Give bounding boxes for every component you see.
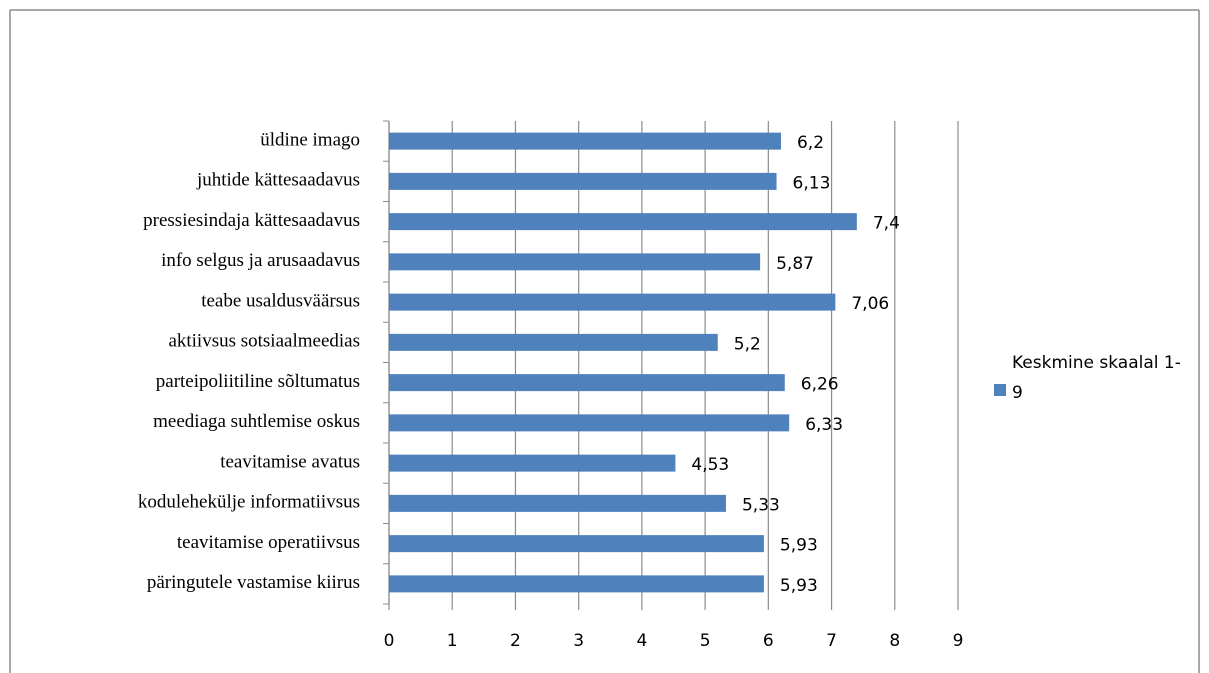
data-label: 4,53 — [691, 455, 729, 475]
bar — [389, 293, 836, 311]
x-tick-label: 7 — [826, 631, 837, 651]
x-tick-label: 9 — [953, 631, 964, 651]
data-label: 6,26 — [801, 375, 839, 395]
y-tick-label: teavitamise avatus — [220, 451, 360, 472]
data-label: 6,2 — [797, 133, 824, 153]
bar — [389, 132, 781, 150]
data-label: 5,87 — [776, 254, 814, 274]
x-tick-label: 0 — [384, 631, 395, 651]
x-tick-label: 3 — [573, 631, 584, 651]
y-tick-label: meediaga suhtlemise oskus — [153, 411, 360, 432]
y-tick-label: üldine imago — [260, 129, 360, 150]
x-tick-label: 6 — [763, 631, 774, 651]
y-tick-label: päringutele vastamise kiirus — [147, 572, 360, 593]
data-label: 5,2 — [734, 334, 761, 354]
bar — [389, 374, 785, 392]
bar — [389, 414, 790, 432]
x-tick-label: 2 — [510, 631, 521, 651]
x-tick-label: 8 — [889, 631, 900, 651]
y-tick-label: pressiesindaja kättesaadavus — [143, 210, 360, 231]
bar — [389, 454, 676, 472]
data-label: 7,06 — [851, 294, 889, 314]
legend-swatch — [994, 384, 1006, 396]
data-label: 5,93 — [780, 536, 818, 556]
data-label: 6,13 — [793, 173, 831, 193]
legend-label: Keskmine skaalal 1-9 — [1012, 353, 1181, 403]
y-tick-label: aktiivsus sotsiaalmeedias — [168, 331, 360, 352]
x-tick-label: 1 — [447, 631, 458, 651]
bar — [389, 253, 761, 271]
bar — [389, 494, 726, 512]
y-tick-label: parteipoliitiline sõltumatus — [156, 371, 360, 392]
y-tick-label: teabe usaldusväärsus — [201, 290, 360, 311]
data-label: 5,33 — [742, 495, 780, 515]
x-tick-label: 5 — [700, 631, 711, 651]
bar — [389, 172, 777, 190]
bar — [389, 535, 764, 553]
bar — [389, 575, 764, 593]
bar — [389, 333, 718, 351]
y-tick-label: juhtide kättesaadavus — [196, 170, 360, 191]
x-tick-label: 4 — [636, 631, 647, 651]
bar — [389, 213, 857, 231]
data-label: 5,93 — [780, 576, 818, 596]
y-tick-label: info selgus ja arusaadavus — [161, 250, 360, 271]
y-tick-label: kodulehekülje informatiivsus — [138, 492, 360, 513]
y-tick-label: teavitamise operatiivsus — [177, 532, 360, 553]
data-label: 7,4 — [873, 214, 900, 234]
data-label: 6,33 — [805, 415, 843, 435]
